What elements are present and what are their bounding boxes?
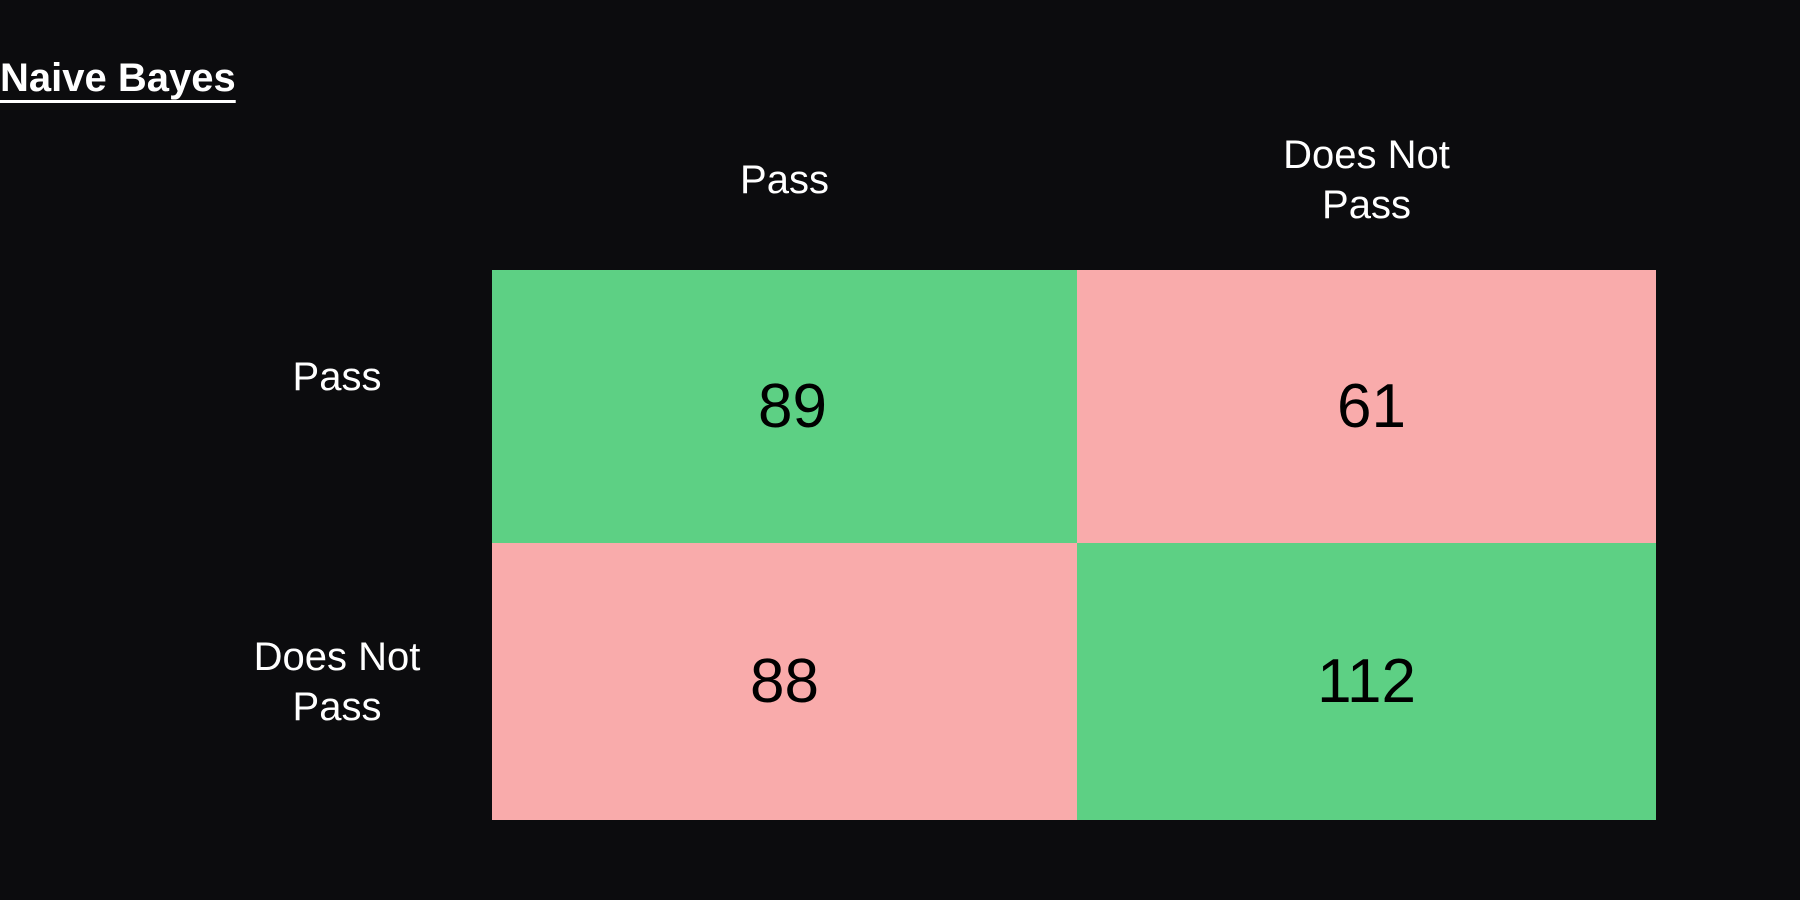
- row-header-does-not-pass: Does Not Pass: [253, 634, 421, 729]
- cell-does-not-pass-does-not-pass: 112: [1077, 543, 1656, 820]
- cell-does-not-pass-pass: 88: [492, 543, 1077, 820]
- column-header-does-not-pass: Does Not Pass: [1283, 133, 1450, 227]
- cell-pass-does-not-pass: 61: [1077, 270, 1656, 543]
- cell-pass-pass: 89: [492, 270, 1077, 543]
- chart-title: Naive Bayes: [0, 56, 236, 100]
- column-header-pass: Pass: [740, 158, 829, 202]
- row-header-pass: Pass: [292, 354, 382, 399]
